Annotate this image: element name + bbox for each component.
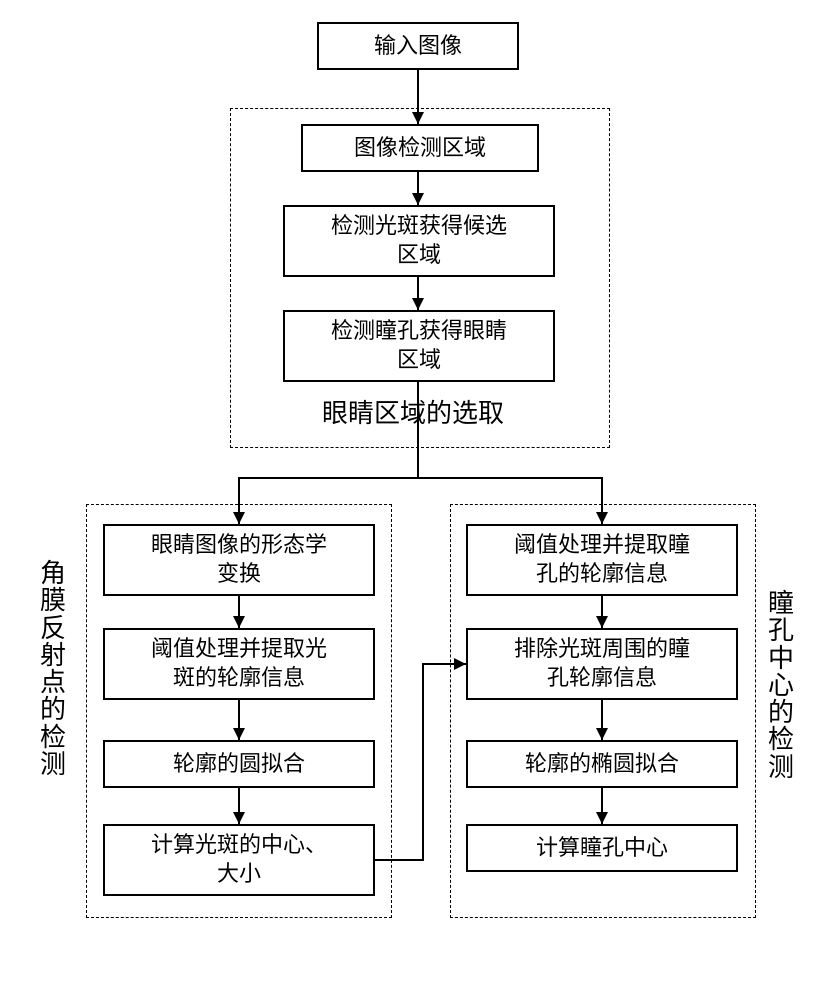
- node-label: 排除光斑周围的瞳 孔轮廓信息: [514, 635, 690, 692]
- node-l1: 眼睛图像的形态学 变换: [103, 524, 375, 596]
- node-label: 阈值处理并提取瞳 孔的轮廓信息: [514, 531, 690, 588]
- node-l2: 阈值处理并提取光 斑的轮廓信息: [103, 628, 375, 700]
- node-r4: 计算瞳孔中心: [466, 824, 738, 872]
- node-label: 检测瞳孔获得眼睛 区域: [331, 317, 507, 374]
- node-label: 轮廓的椭圆拟合: [525, 750, 679, 779]
- node-label: 阈值处理并提取光 斑的轮廓信息: [151, 635, 327, 692]
- node-label: 计算瞳孔中心: [536, 834, 668, 863]
- node-input: 输入图像: [317, 22, 519, 70]
- node-r2: 排除光斑周围的瞳 孔轮廓信息: [466, 628, 738, 700]
- node-g2: 检测光斑获得候选 区域: [283, 205, 555, 277]
- node-label: 检测光斑获得候选 区域: [331, 212, 507, 269]
- node-g3: 检测瞳孔获得眼睛 区域: [283, 310, 555, 382]
- node-label: 图像检测区域: [354, 134, 486, 163]
- node-label: 输入图像: [374, 32, 462, 61]
- node-r1: 阈值处理并提取瞳 孔的轮廓信息: [466, 524, 738, 596]
- node-g1: 图像检测区域: [301, 124, 539, 172]
- node-label: 轮廓的圆拟合: [173, 750, 305, 779]
- node-label: 眼睛图像的形态学 变换: [151, 531, 327, 588]
- node-r3: 轮廓的椭圆拟合: [466, 740, 738, 788]
- node-label: 计算光斑的中心、 大小: [151, 831, 327, 888]
- node-l4: 计算光斑的中心、 大小: [103, 824, 375, 896]
- node-l3: 轮廓的圆拟合: [103, 740, 375, 788]
